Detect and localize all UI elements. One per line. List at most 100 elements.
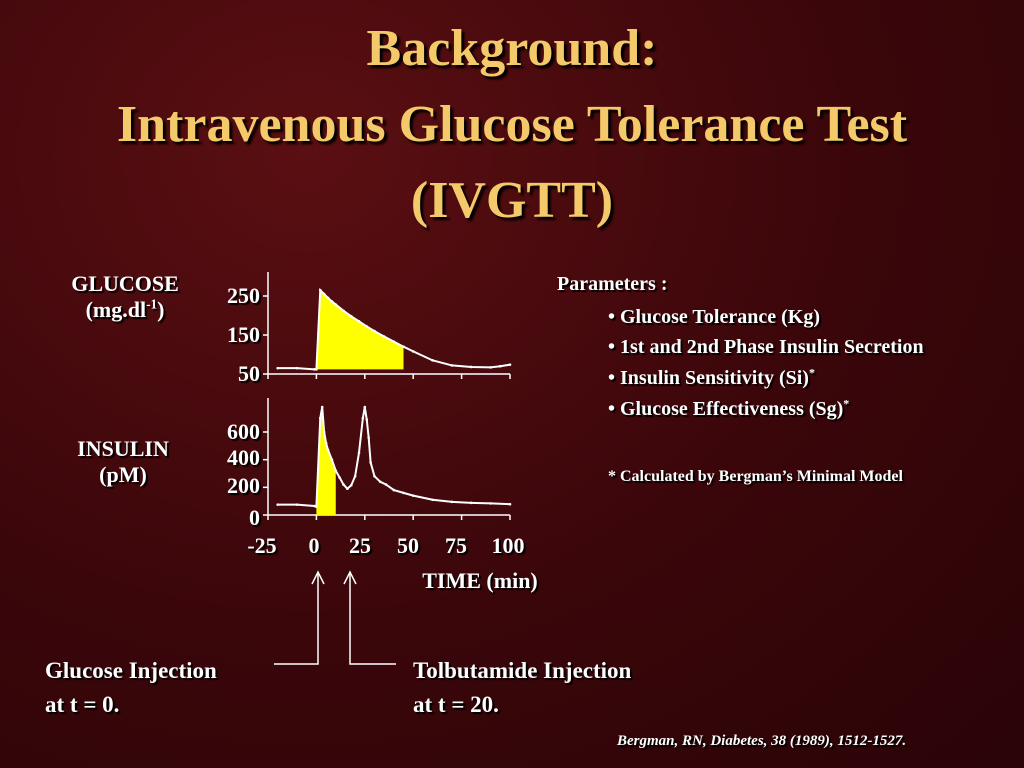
parameters-heading: Parameters : xyxy=(557,273,668,295)
glucose-label-line1: GLUCOSE xyxy=(71,271,179,296)
glucose-data-point xyxy=(313,368,316,371)
insulin-plot xyxy=(263,398,512,520)
insulin-curve xyxy=(277,406,511,509)
slide-title-line1: Background: xyxy=(366,20,658,77)
insulin-data-point xyxy=(361,416,365,420)
glucose-data-point xyxy=(382,335,386,338)
tolbutamide-injection-arrow xyxy=(349,574,396,665)
insulin-data-point xyxy=(322,430,326,434)
insulin-data-point xyxy=(318,416,322,420)
insulin-data-point xyxy=(411,494,415,497)
insulin-data-point xyxy=(324,441,328,445)
glucose-data-point xyxy=(330,300,334,303)
glucose-injection-arrowhead xyxy=(311,570,325,585)
glucose-label-line2: (mg.dl-1) xyxy=(85,296,165,322)
glucose-data-point xyxy=(392,340,396,343)
tolbutamide-injection-arrowhead xyxy=(343,570,357,585)
glucose-data-point xyxy=(508,363,512,366)
injection-arrows xyxy=(274,570,396,665)
insulin-data-point xyxy=(315,505,318,509)
glucose-data-point xyxy=(349,314,353,318)
parameter-item-insulin-sensitivity: • Insulin Sensitivity (Si)* xyxy=(608,365,815,389)
insulin-data-point xyxy=(378,480,382,484)
glucose-data-point xyxy=(276,366,279,370)
glucose-data-point xyxy=(342,309,345,313)
insulin-data-point xyxy=(450,500,454,504)
insulin-data-point xyxy=(363,405,367,409)
glucose-shaded-area xyxy=(316,290,404,370)
insulin-data-point xyxy=(489,502,492,505)
glucose-tick-250: 250 xyxy=(227,283,260,308)
minimal-model-note: * Calculated by Bergman’s Minimal Model xyxy=(608,468,903,485)
slide-title-line2: Intravenous Glucose Tolerance Test xyxy=(116,96,908,153)
x-tick-25: 25 xyxy=(349,533,371,558)
insulin-data-point xyxy=(338,476,341,479)
glucose-data-point xyxy=(334,303,338,306)
parameter-item-glucose-effectiveness: • Glucose Effectiveness (Sg)* xyxy=(608,396,850,420)
insulin-data-point xyxy=(357,451,361,455)
insulin-data-point xyxy=(334,469,338,473)
glucose-data-point xyxy=(411,350,415,353)
x-tick-100: 100 xyxy=(491,533,525,558)
tolbutamide-injection-label: Tolbutamide Injection at t = 20. xyxy=(413,654,631,722)
insulin-data-point xyxy=(342,483,345,486)
insulin-data-point xyxy=(349,483,353,487)
glucose-data-point xyxy=(295,366,299,370)
insulin-tick-0: 0 xyxy=(249,505,260,530)
insulin-data-point xyxy=(431,498,434,502)
insulin-data-point xyxy=(320,405,324,409)
glucose-data-point xyxy=(373,329,376,333)
glucose-data-point xyxy=(499,364,502,368)
insulin-label-line2: (pM) xyxy=(99,462,147,487)
insulin-data-point xyxy=(330,458,334,461)
glucose-data-point xyxy=(318,288,322,292)
glucose-data-point xyxy=(469,365,473,369)
tolbutamide-injection-line1: Tolbutamide Injection xyxy=(413,658,632,683)
insulin-axis-label: INSULIN (pM) xyxy=(48,436,198,488)
x-tick-75: 75 xyxy=(445,533,467,558)
insulin-tick-600: 600 xyxy=(227,419,260,444)
insulin-tick-400: 400 xyxy=(227,445,260,470)
glucose-tick-150: 150 xyxy=(227,322,260,347)
glucose-data-point xyxy=(431,359,434,362)
insulin-label-line1: INSULIN xyxy=(77,436,169,461)
x-tick-neg25: -25 xyxy=(247,533,277,558)
glucose-data-point xyxy=(402,345,405,349)
glucose-injection-line1: Glucose Injection xyxy=(45,658,217,683)
insulin-data-point xyxy=(508,502,512,506)
glucose-data-point xyxy=(322,292,326,296)
glucose-curve xyxy=(277,287,511,371)
insulin-data-point xyxy=(353,474,357,478)
slide-title-line3: (IVGTT) xyxy=(410,172,614,229)
insulin-data-point xyxy=(367,436,370,439)
citation: Bergman, RN, Diabetes, 38 (1989), 1512-1… xyxy=(617,733,907,749)
insulin-tick-200: 200 xyxy=(227,473,260,498)
insulin-data-point xyxy=(346,487,349,491)
glucose-plot xyxy=(263,272,512,379)
insulin-shaded-area xyxy=(316,407,336,515)
glucose-injection-label: Glucose Injection at t = 0. xyxy=(45,654,217,722)
insulin-data-point xyxy=(373,474,376,478)
glucose-data-point xyxy=(489,366,492,369)
parameter-item-insulin-secretion: • 1st and 2nd Phase Insulin Secretion xyxy=(608,336,924,358)
insulin-data-point xyxy=(469,501,473,505)
glucose-injection-arrow xyxy=(274,574,319,665)
x-tick-50: 50 xyxy=(397,533,419,558)
insulin-data-point xyxy=(295,503,299,506)
tolbutamide-injection-line2: at t = 20. xyxy=(413,692,499,717)
insulin-data-point xyxy=(392,488,396,492)
glucose-tick-50: 50 xyxy=(238,361,260,386)
glucose-data-point xyxy=(365,325,369,328)
insulin-data-point xyxy=(384,483,388,486)
insulin-data-point xyxy=(369,461,372,464)
glucose-axis-label: GLUCOSE (mg.dl-1) xyxy=(50,271,200,323)
x-axis-label: TIME (min) xyxy=(422,568,538,593)
insulin-data-point xyxy=(402,491,405,495)
insulin-data-point xyxy=(326,448,330,452)
glucose-data-point xyxy=(450,364,454,367)
glucose-injection-line2: at t = 0. xyxy=(45,692,120,717)
x-tick-0: 0 xyxy=(308,533,320,558)
insulin-data-point xyxy=(276,503,279,506)
glucose-data-point xyxy=(326,296,330,300)
